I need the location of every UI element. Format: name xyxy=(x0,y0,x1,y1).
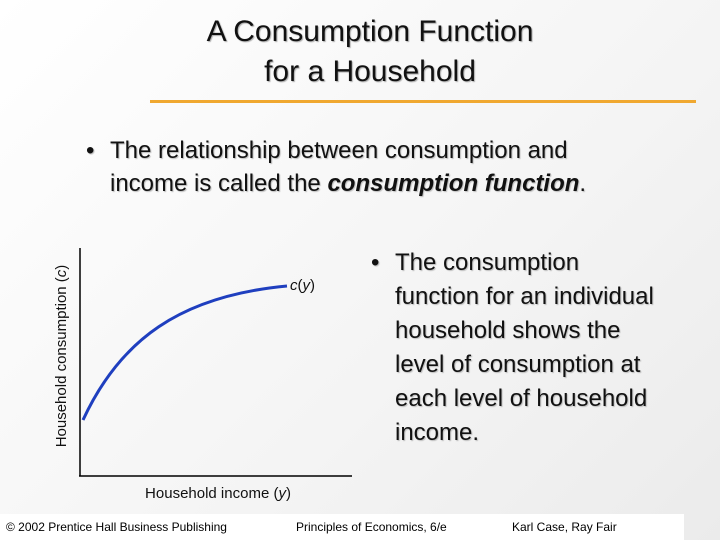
curve-label-part: ( xyxy=(298,277,303,294)
label-part: Household consumption ( xyxy=(53,277,70,447)
title-rule xyxy=(150,100,696,103)
label-part: y xyxy=(277,485,287,502)
y-axis-label: Household consumption (c) xyxy=(53,265,70,448)
footer-right: Karl Case, Ray Fair xyxy=(512,520,617,534)
bullet-emphasis: consumption function xyxy=(327,170,580,197)
bullet-text: The relationship between consumption and… xyxy=(110,137,568,197)
footer: © 2002 Prentice Hall Business Publishing… xyxy=(0,514,684,540)
bullet: The relationship between consumption and… xyxy=(86,134,650,200)
label-part: ) xyxy=(53,265,70,270)
consumption-curve xyxy=(81,284,288,421)
label-part: ) xyxy=(286,485,291,502)
x-axis-label: Household income (y) xyxy=(145,485,291,502)
curve-label-part: c xyxy=(290,277,298,294)
curve-label-part: y xyxy=(302,277,312,294)
label-part: Household income ( xyxy=(145,485,278,502)
bullet: The consumption function for an individu… xyxy=(371,246,665,450)
label-part: c xyxy=(53,269,70,277)
title: for a Household xyxy=(264,55,476,88)
curve-label: c(y) xyxy=(290,277,315,294)
title: A Consumption Function xyxy=(206,15,534,48)
footer-middle: Principles of Economics, 6/e xyxy=(296,520,447,534)
bullet-text: . xyxy=(579,170,587,197)
footer-left: © 2002 Prentice Hall Business Publishing xyxy=(6,520,227,534)
curve-label-part: ) xyxy=(310,277,315,294)
